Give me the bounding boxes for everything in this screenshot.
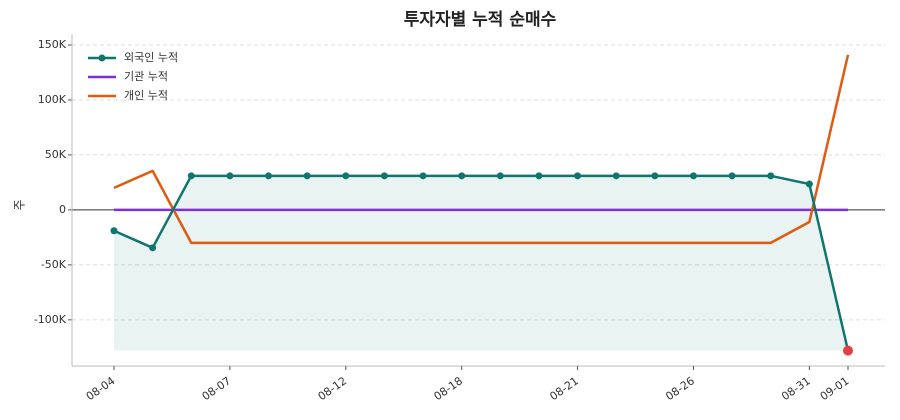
x-tick-label: 08-18 [431,374,465,403]
y-tick-label: 0 [59,203,66,216]
y-tick-label: 150K [38,38,67,51]
y-tick-label: -50K [41,258,67,271]
marker [728,172,736,180]
area-fill [114,175,848,351]
x-tick-label: 08-26 [663,374,697,403]
chart-title: 투자자별 누적 순매수 [404,10,557,30]
marker [226,172,234,180]
legend-label: 기관 누적 [124,70,168,83]
x-tick-label: 08-04 [84,374,118,403]
legend-marker [98,54,106,62]
marker [303,172,311,180]
marker [110,227,118,235]
marker [380,172,388,180]
marker [187,172,195,180]
y-tick-label: -100K [34,313,67,326]
marker [651,172,659,180]
legend-label: 외국인 누적 [124,51,178,64]
x-tick-label: 08-31 [779,374,813,403]
series-line [113,54,850,245]
marker [535,172,543,180]
series-line [113,174,850,351]
y-axis-label: 주 [13,199,27,210]
marker [265,172,273,180]
highlight-marker [843,345,853,356]
x-tick-label: 08-07 [200,374,234,403]
marker [805,180,813,188]
x-tick-label: 08-21 [547,374,581,403]
x-tick-label: 08-12 [316,374,350,403]
marker [767,172,775,180]
marker [458,172,466,180]
y-tick-label: 100K [38,93,67,106]
marker [419,172,427,180]
marker [496,172,504,180]
marker [342,172,350,180]
marker [689,172,697,180]
marker [612,172,620,180]
marker [149,244,157,252]
x-tick-label: 09-01 [818,374,852,403]
marker [574,172,582,180]
y-tick-label: 50K [45,148,67,161]
legend-label: 개인 누적 [124,89,168,102]
